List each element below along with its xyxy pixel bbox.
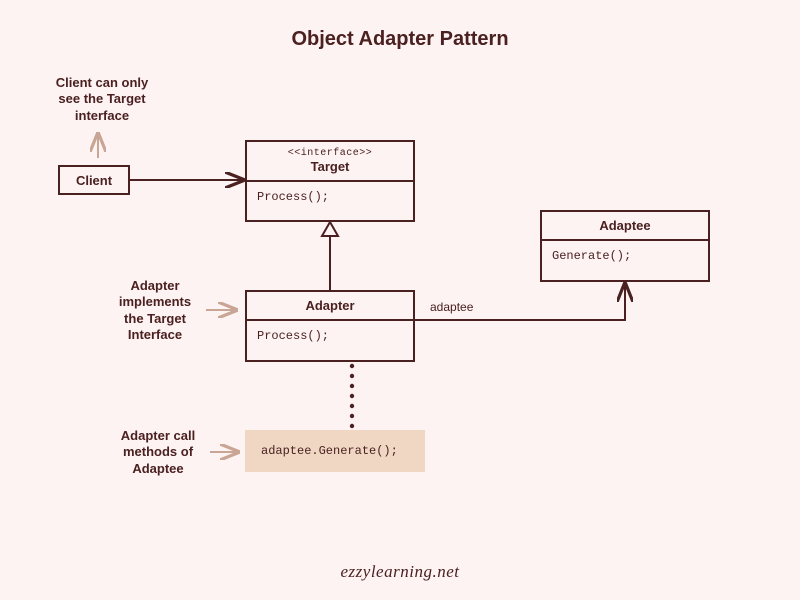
uml-note: adaptee.Generate(); bbox=[245, 430, 425, 472]
annotation-adapter-calls: Adapter call methods of Adaptee bbox=[108, 428, 208, 477]
uml-box-adapter: Adapter Process(); bbox=[245, 290, 415, 362]
uml-box-target-stereotype: <<interface>> bbox=[253, 148, 407, 159]
uml-box-target: <<interface>> Target Process(); bbox=[245, 140, 415, 222]
uml-box-client: Client bbox=[58, 165, 130, 195]
uml-box-adapter-body: Process(); bbox=[247, 321, 413, 351]
uml-box-target-title: Target bbox=[253, 159, 407, 174]
association-label-adaptee: adaptee bbox=[430, 300, 500, 315]
footer-credit: ezzylearning.net bbox=[0, 562, 800, 582]
uml-box-adaptee-title: Adaptee bbox=[542, 212, 708, 241]
uml-box-target-header: <<interface>> Target bbox=[247, 142, 413, 182]
dotted-adapter-note bbox=[350, 364, 354, 428]
arrow-adapter-target-head bbox=[322, 222, 338, 236]
diagram-title: Object Adapter Pattern bbox=[0, 28, 800, 51]
uml-box-adaptee-body: Generate(); bbox=[542, 241, 708, 271]
uml-box-target-body: Process(); bbox=[247, 182, 413, 212]
annotation-client: Client can only see the Target interface bbox=[42, 75, 162, 124]
uml-box-adapter-title: Adapter bbox=[247, 292, 413, 321]
uml-box-client-title: Client bbox=[60, 167, 128, 194]
annotation-adapter-implements: Adapter implements the Target Interface bbox=[105, 278, 205, 343]
uml-box-adaptee: Adaptee Generate(); bbox=[540, 210, 710, 282]
